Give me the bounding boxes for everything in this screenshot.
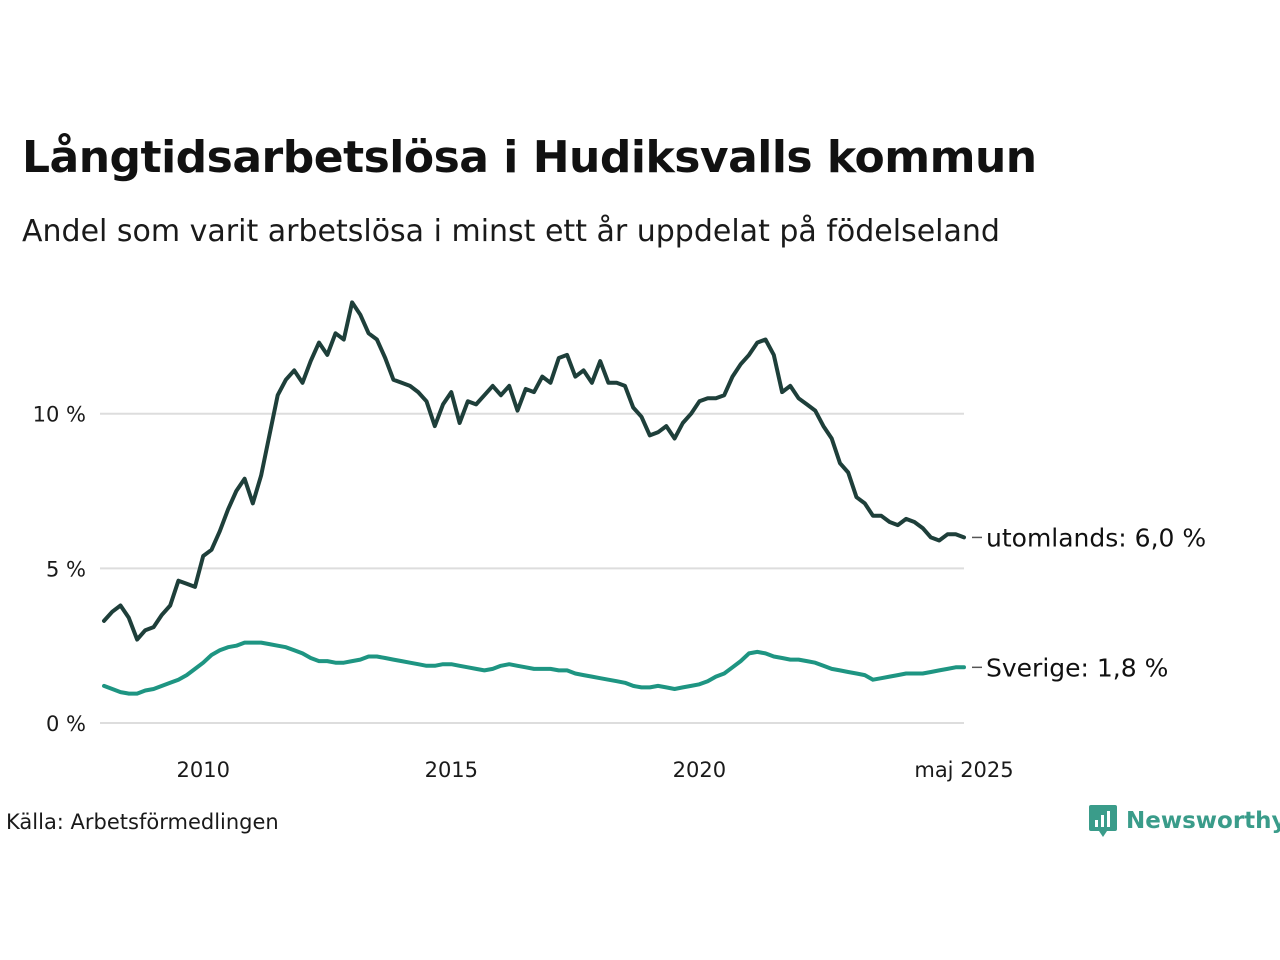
y-tick-label: 5 % xyxy=(46,557,86,581)
end-label-sverige: Sverige: 1,8 % xyxy=(986,653,1168,682)
y-tick-label: 10 % xyxy=(33,403,86,427)
source-note: Källa: Arbetsförmedlingen xyxy=(6,810,279,834)
x-axis-ticks: 2010 2015 2020 maj 2025 xyxy=(177,758,1014,782)
brand-logo: Newsworthy xyxy=(1088,804,1280,838)
x-tick-label: 2010 xyxy=(177,758,230,782)
x-tick-label: 2020 xyxy=(673,758,726,782)
y-tick-label: 0 % xyxy=(46,712,86,736)
gridlines xyxy=(100,412,964,724)
series-line-sverige xyxy=(102,640,966,696)
series-lines xyxy=(102,300,966,696)
chart-subtitle: Andel som varit arbetslösa i minst ett å… xyxy=(22,214,1000,249)
x-tick-label: 2015 xyxy=(425,758,478,782)
series-line-utomlands xyxy=(102,300,966,642)
x-tick-label: maj 2025 xyxy=(914,758,1013,782)
chart-title: Långtidsarbetslösa i Hudiksvalls kommun xyxy=(22,132,1037,183)
newsworthy-logo-icon xyxy=(1089,805,1117,837)
end-label-utomlands: utomlands: 6,0 % xyxy=(986,523,1206,552)
y-axis-ticks: 0 % 5 % 10 % xyxy=(33,403,86,736)
series-end-labels: utomlands: 6,0 % Sverige: 1,8 % xyxy=(972,523,1206,682)
brand-name: Newsworthy xyxy=(1126,808,1280,834)
